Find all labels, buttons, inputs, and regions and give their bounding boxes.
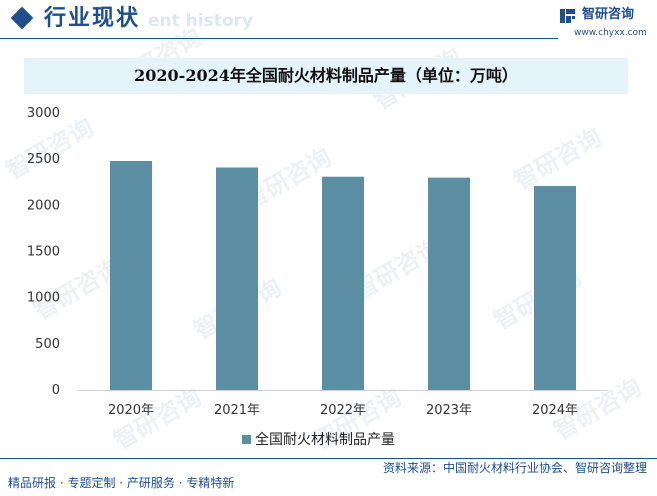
plot-area: 0 500 1000 1500 2000 2500 3000 2020年 2021年 2022年 2…	[27, 106, 608, 418]
header: ent history 行业现状 智研咨询 www.chyxx.com	[0, 0, 657, 42]
watermark-text: 智研咨询	[509, 123, 606, 195]
chart-title-band: 2020-2024年全国耐火材料制品产量（单位：万吨）	[24, 58, 628, 94]
y-tick-label: 1000	[27, 291, 60, 306]
bar	[534, 185, 576, 390]
bar	[216, 167, 258, 390]
x-tick-label: 2021年	[214, 403, 260, 418]
legend-swatch	[242, 435, 251, 444]
page-title: 行业现状	[44, 6, 141, 31]
watermark-text: 智研咨询	[109, 383, 206, 455]
x-tick-label: 2020年	[108, 403, 154, 418]
bar	[322, 176, 364, 390]
header-watermark: ent history	[148, 11, 253, 31]
header-divider	[0, 38, 558, 39]
bar	[110, 161, 152, 390]
y-tick-label: 0	[52, 383, 60, 398]
x-tick-label: 2022年	[320, 403, 366, 418]
logo-name: 智研咨询	[582, 7, 635, 22]
source-note: 资料来源：中国耐火材料行业协会、智研咨询整理	[382, 461, 647, 475]
y-tick-label: 1500	[27, 245, 60, 260]
legend-label: 全国耐火材料制品产量	[255, 432, 395, 448]
bar	[428, 177, 470, 390]
logo-icon	[560, 9, 575, 23]
logo-url: www.chyxx.com	[574, 28, 647, 38]
x-tick-label: 2024年	[532, 403, 578, 418]
footer-divider	[0, 458, 657, 459]
y-tick-label: 500	[35, 337, 60, 352]
chart-title: 2020-2024年全国耐火材料制品产量（单位：万吨）	[134, 66, 518, 85]
diamond-icon	[10, 6, 34, 30]
y-tick-label: 3000	[27, 106, 60, 121]
watermark-text: 智研咨询	[1, 113, 98, 185]
y-tick-label: 2500	[27, 152, 60, 167]
footer-tagline: 精品研报 · 专题定制 · 产研服务 · 专精特新	[8, 476, 235, 490]
y-tick-label: 2000	[27, 198, 60, 213]
x-tick-label: 2023年	[426, 403, 472, 418]
